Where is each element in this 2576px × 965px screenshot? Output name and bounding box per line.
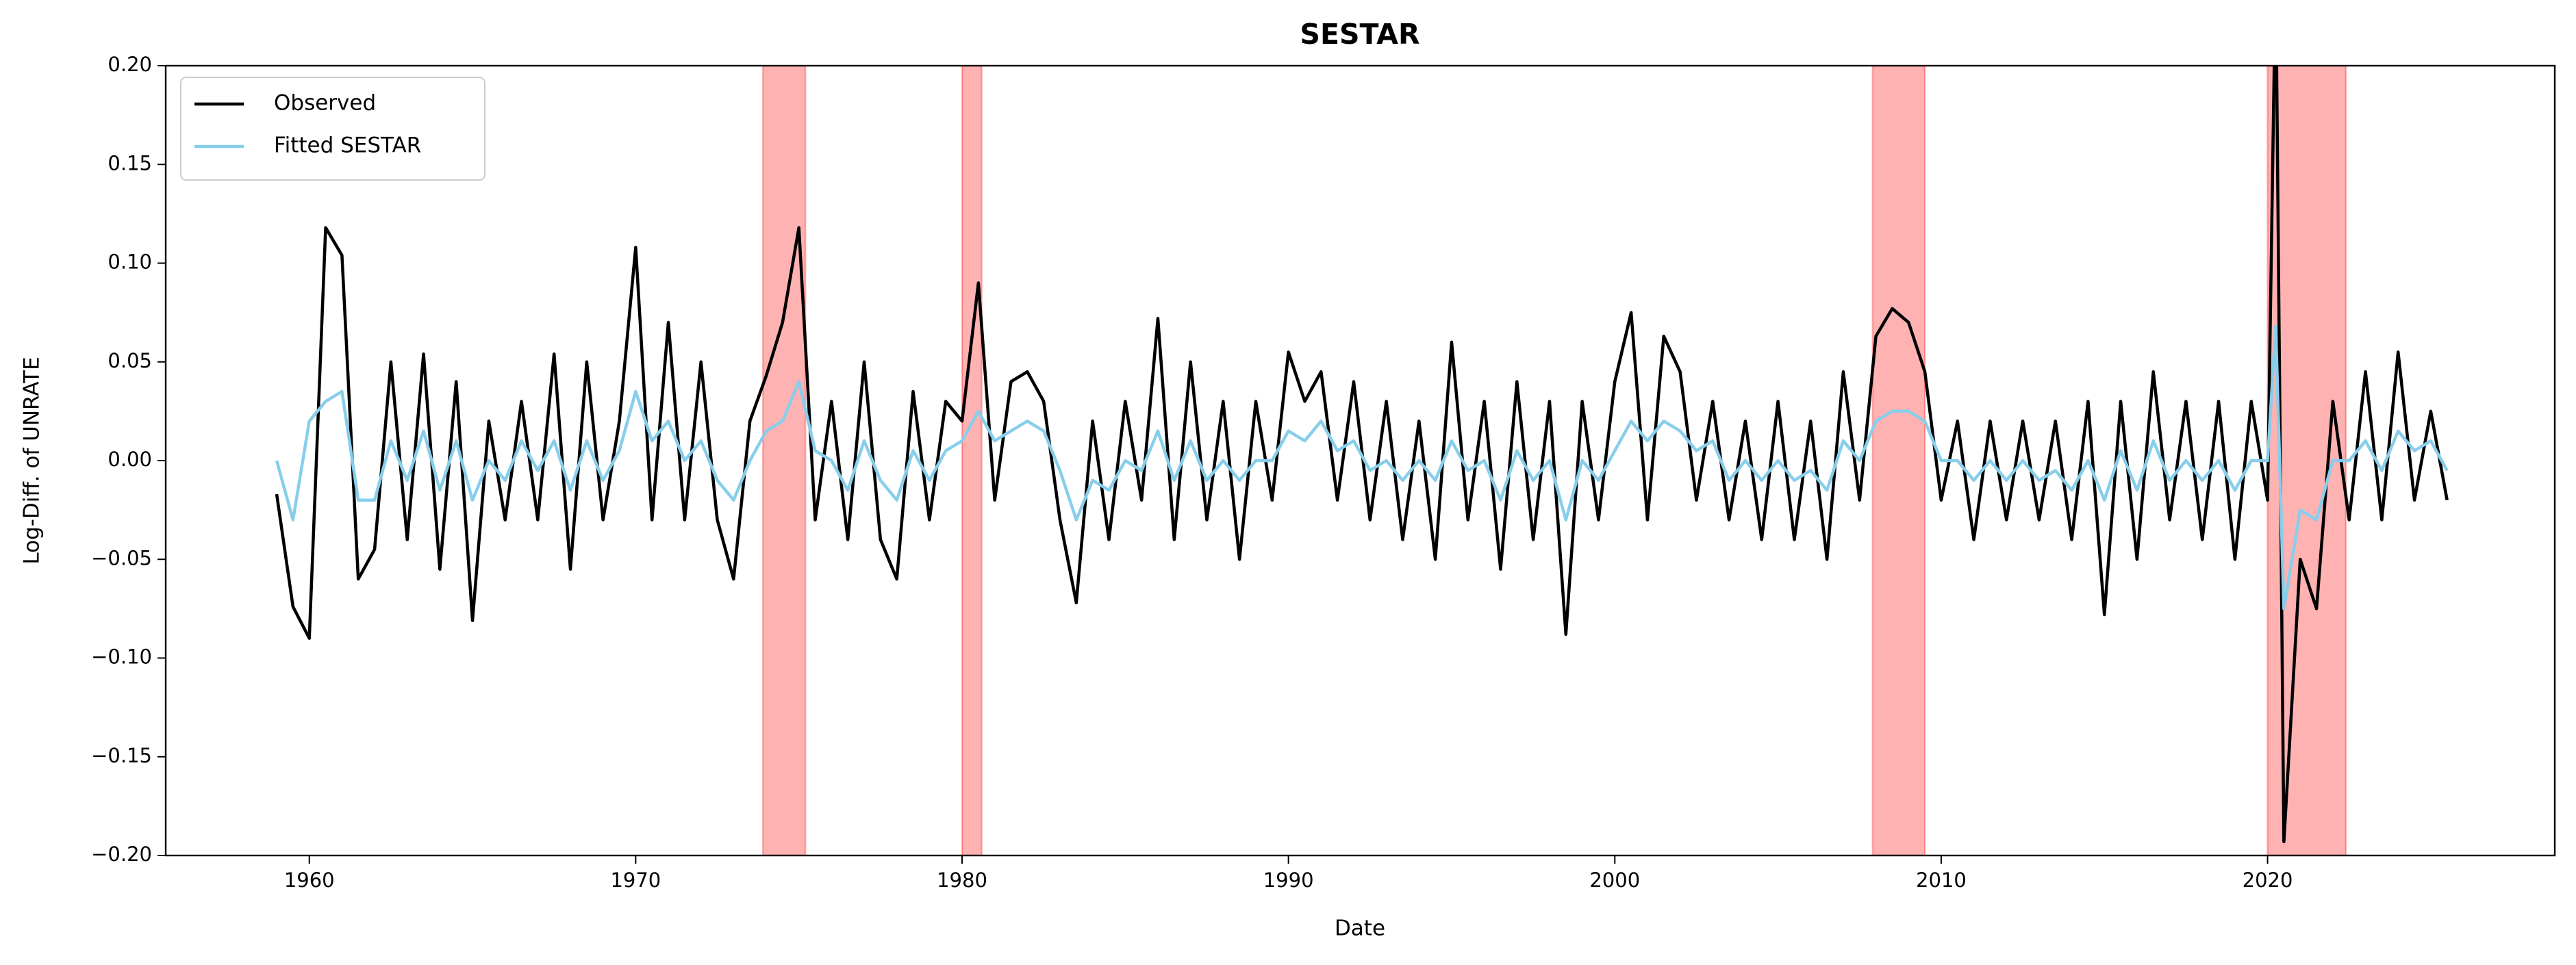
series-line [275,324,2449,610]
recession-shade [762,66,807,855]
y-tick-label: −0.20 [91,842,152,866]
y-tick-label: 0.10 [108,250,152,274]
recession-shade [961,66,983,855]
x-tick-label: 1980 [937,868,987,892]
legend-label: Fitted SESTAR [274,133,421,158]
x-tick-label: 2010 [1916,868,1967,892]
series-line [275,66,2449,844]
plot-frame [164,64,2556,857]
x-axis-label: Date [1335,916,1385,941]
y-tick-label: −0.05 [91,546,152,569]
y-tick-label: 0.00 [108,448,152,471]
y-tick-label: 0.20 [108,53,152,76]
y-tick-label: −0.15 [91,744,152,767]
legend-label: Observed [274,91,376,116]
chart-title: SESTAR [1300,18,1419,51]
legend: Observed Fitted SESTAR [180,77,485,181]
legend-box [180,77,485,181]
y-tick-label: 0.05 [108,349,152,372]
axes: 1960 1970 1980 1990 2000 2010 2020 −0.20 −0.15 −0… [91,53,2293,892]
x-tick-label: 1990 [1263,868,1314,892]
y-tick-label: 0.15 [108,151,152,175]
x-tick-label: 2000 [1589,868,1640,892]
plot-lines [275,66,2449,844]
y-axis-label: Log-Diff. of UNRATE [20,357,45,564]
x-tick-label: 2020 [2243,868,2293,892]
y-tick-label: −0.10 [91,645,152,669]
recession-shade [1871,66,1926,855]
x-tick-label: 1960 [284,868,335,892]
x-tick-label: 1970 [610,868,661,892]
